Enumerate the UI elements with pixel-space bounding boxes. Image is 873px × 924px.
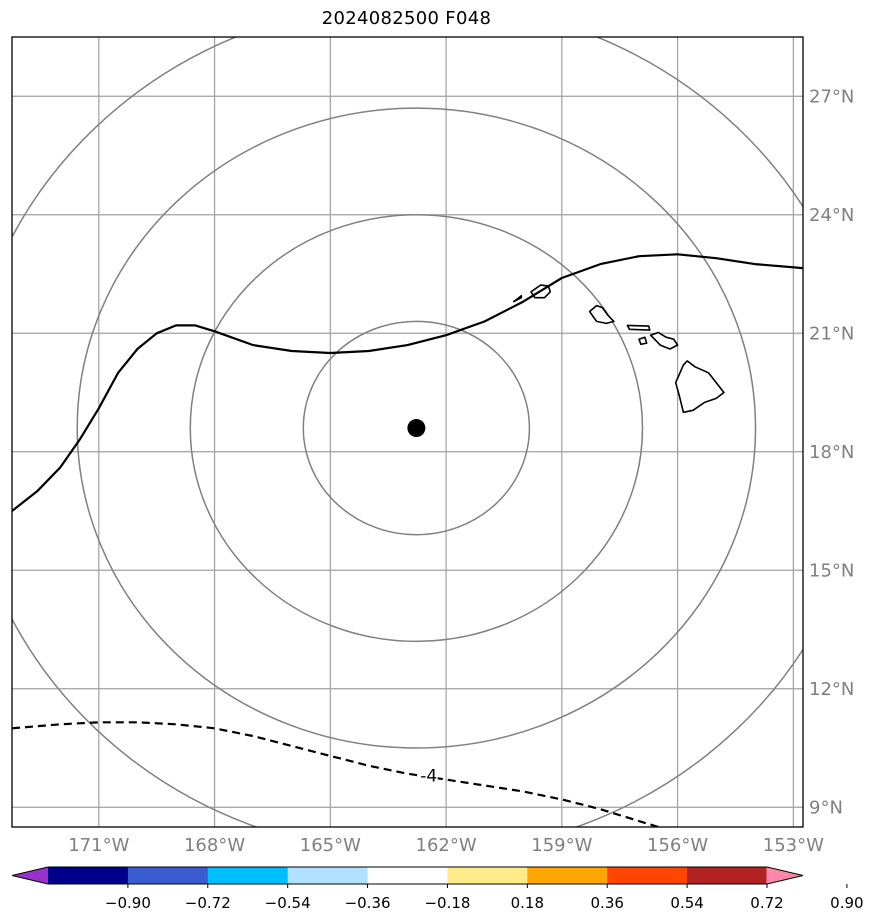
lon-tick-label: 162°W <box>416 835 477 856</box>
colorbar-tick-label: 0.90 <box>830 894 863 912</box>
island-lanai <box>638 336 648 346</box>
colorbar-tick-label: 0.54 <box>670 894 703 912</box>
island-molokai <box>626 324 651 331</box>
colorbar-tick-label: −0.36 <box>345 894 391 912</box>
lat-tick-label: 27°N <box>809 86 854 107</box>
lat-tick-label: 21°N <box>809 323 854 344</box>
colorbar-tick-labels: −0.90 −0.72 −0.54 −0.36 −0.18 0.18 0.36 0.54 0.7… <box>105 884 864 912</box>
lon-tick-label: 165°W <box>300 835 361 856</box>
contour-label-background <box>419 765 438 786</box>
colorbar-extend-high <box>766 867 803 884</box>
lat-tick-label: 24°N <box>809 205 854 226</box>
lat-tick-label: 18°N <box>809 442 854 463</box>
colorbar-swatches <box>11 866 804 885</box>
colorbar-tick-label: −0.72 <box>185 894 231 912</box>
colorbar-swatch <box>687 867 768 884</box>
longitude-tick-labels: 171°W 168°W 165°W 162°W 159°W 156°W 153°W <box>68 835 824 856</box>
lat-tick-label: 9°N <box>809 797 843 818</box>
island-hawaii <box>674 360 725 414</box>
island-oahu <box>588 304 615 325</box>
colorbar-swatch <box>287 867 369 884</box>
lat-tick-label: 12°N <box>809 679 854 700</box>
coastlines <box>512 284 725 414</box>
colorbar-swatch <box>127 867 209 884</box>
colorbar-swatch <box>207 867 289 884</box>
colorbar-tick-label: 0.72 <box>750 894 783 912</box>
contour-line-solid <box>12 253 803 512</box>
colorbar-swatch <box>447 867 528 884</box>
colorbar-swatch <box>48 867 129 884</box>
colorbar-tick-label: −0.18 <box>424 894 470 912</box>
colorbar-tick-label: −0.90 <box>105 894 151 912</box>
storm-center-marker <box>407 419 426 438</box>
island-maui <box>649 331 679 350</box>
lon-tick-label: 171°W <box>68 835 129 856</box>
gridlines <box>12 37 803 827</box>
colorbar-swatch <box>607 867 688 884</box>
lat-tick-label: 15°N <box>809 560 854 581</box>
contours: -4 <box>12 253 803 827</box>
map-plot: -4 171°W 168°W 165°W 162°W 159°W 156°W 153°W 9… <box>11 36 854 856</box>
lon-tick-label: 156°W <box>647 835 708 856</box>
colorbar-outline <box>11 866 804 885</box>
range-rings <box>12 37 803 827</box>
colorbar-tick-label: 0.18 <box>511 894 544 912</box>
map-frame <box>11 36 804 828</box>
map-background <box>12 37 803 827</box>
lon-tick-label: 168°W <box>184 835 245 856</box>
range-ring <box>189 213 644 643</box>
colorbar-swatch <box>367 867 448 884</box>
island-niihau <box>512 294 523 303</box>
contour-label: -4 <box>420 767 437 787</box>
lon-tick-label: 159°W <box>531 835 592 856</box>
range-ring <box>302 320 531 536</box>
markers <box>407 419 426 438</box>
map-title: 2024082500 F048 <box>321 8 492 29</box>
colorbar-swatch <box>527 867 608 884</box>
colorbar: −0.90 −0.72 −0.54 −0.36 −0.18 0.18 0.36 0.54 0.7… <box>11 866 864 912</box>
contour-line-dashed <box>12 721 659 827</box>
lon-tick-label: 153°W <box>763 835 824 856</box>
colorbar-tick-label: 0.36 <box>591 894 624 912</box>
colorbar-tick-label: −0.54 <box>265 894 311 912</box>
latitude-tick-labels: 9°N 12°N 15°N 18°N 21°N 24°N 27°N <box>809 86 854 818</box>
colorbar-extend-low <box>12 867 49 884</box>
range-ring <box>76 107 757 749</box>
